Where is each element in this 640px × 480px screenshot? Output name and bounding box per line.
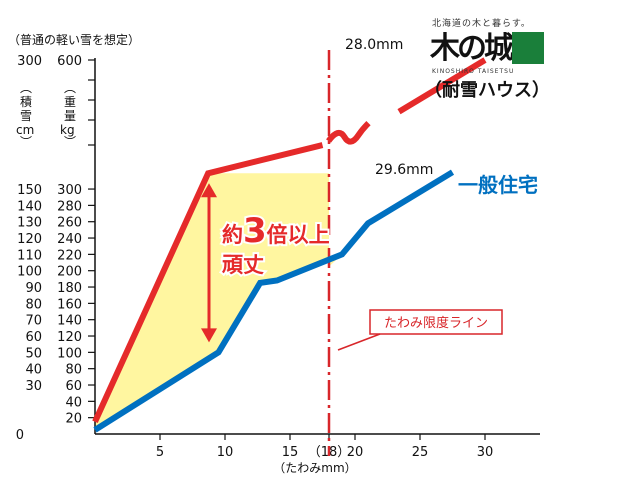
y-tick-label-weight: 80 xyxy=(65,363,82,378)
y-tick-label-weight: 280 xyxy=(57,199,82,214)
y-tick-label-depth: 90 xyxy=(25,281,42,296)
x-tick-label: 15 xyxy=(282,445,299,460)
arrow-head-down xyxy=(201,328,217,343)
y-tick-label-depth: 140 xyxy=(17,199,42,214)
y-tick-label-depth: 50 xyxy=(25,346,42,361)
x-tick-label: 5 xyxy=(156,445,164,460)
y-tick-label-depth: 120 xyxy=(17,232,42,247)
y-tick-label-weight: 220 xyxy=(57,248,82,263)
y-tick-label-weight: 100 xyxy=(57,346,82,361)
y-tick-label-weight: 260 xyxy=(57,216,82,231)
limit-line-label: たわみ限度ライン xyxy=(384,315,488,331)
y-tick-label-weight: 140 xyxy=(57,314,82,329)
y-tick-label-depth: 100 xyxy=(17,265,42,280)
y-tick-label-weight: 180 xyxy=(57,281,82,296)
difference-arrow xyxy=(201,183,217,343)
y-tick-label-depth: 60 xyxy=(25,330,42,345)
y-axis-label-snow-depth: ︵積雪 cm ︶ xyxy=(16,81,34,149)
x-axis-label: （たわみmm） xyxy=(273,461,356,475)
strength-annotation: 約3倍以上 頑丈 xyxy=(219,209,332,279)
arrow-head-up xyxy=(201,183,217,198)
x-tick-label: 20 xyxy=(347,445,364,460)
y-tick-label-depth: 130 xyxy=(17,216,42,231)
series-line-snow-house-upper xyxy=(397,57,487,115)
svg-text:約3倍以上: 約3倍以上 xyxy=(222,211,330,251)
y-tick-label-weight: 240 xyxy=(57,232,82,247)
logo-subtitle: （耐雪ハウス） xyxy=(424,80,550,101)
annotation-suffix: 倍以上 xyxy=(267,223,330,247)
snow-house-end-label: 28.0mm xyxy=(345,37,403,53)
y-ticks: 2040608010012014016018020022024026028030… xyxy=(16,54,95,443)
y-tick-label-depth: 70 xyxy=(25,314,42,329)
axes xyxy=(94,58,540,435)
general-house-end-label: 29.6mm xyxy=(375,162,433,178)
y-axis-label-weight: ︵重量 kg ︶ xyxy=(60,81,76,149)
logo-romaji: KINOSHIRO TAISETSU xyxy=(432,68,515,75)
header-note: （普通の軽い雪を想定） xyxy=(8,32,140,47)
y-tick-label-depth: 80 xyxy=(25,297,42,312)
y-tick-label-depth: 30 xyxy=(25,379,42,394)
logo-tagline: 北海道の木と暮らす。 xyxy=(432,19,531,29)
y-tick-label-depth: 110 xyxy=(17,248,42,263)
y-zero-label: 0 xyxy=(16,428,24,443)
x-tick-label: 25 xyxy=(412,445,429,460)
y-tick-label-weight: 40 xyxy=(65,395,82,410)
series-line-snow-house xyxy=(92,142,324,423)
y-tick-label-weight: 600 xyxy=(57,54,82,69)
y-tick-label-weight: 160 xyxy=(57,297,82,312)
comparison-highlight-area xyxy=(95,173,342,430)
y-tick-label-weight: 200 xyxy=(57,265,82,280)
logo-green-square xyxy=(512,32,544,64)
logo-mark: 木の城 xyxy=(430,31,514,66)
brand-logo: 北海道の木と暮らす。 木の城 KINOSHIRO TAISETSU （耐雪ハウス… xyxy=(420,16,560,102)
series-line-general-house xyxy=(93,169,455,433)
annotation-prefix: 約 xyxy=(222,223,243,247)
general-house-legend-label: 一般住宅 xyxy=(458,173,538,197)
x-tick-label: 30 xyxy=(477,445,494,460)
y-tick-label-weight: 120 xyxy=(57,330,82,345)
series-break-symbol xyxy=(326,120,371,145)
y-tick-label-weight: 300 xyxy=(57,183,82,198)
y-tick-label-weight: 60 xyxy=(65,379,82,394)
annotation-line2: 頑丈 xyxy=(221,253,264,277)
y-tick-label-depth: 300 xyxy=(17,54,42,69)
y-tick-label-depth: 40 xyxy=(25,363,42,378)
limit-line-label-box: たわみ限度ライン xyxy=(337,309,503,351)
x-tick-label: 10 xyxy=(217,445,234,460)
y-tick-label-weight: 20 xyxy=(65,412,82,427)
annotation-number: 3 xyxy=(243,211,267,251)
y-tick-label-depth: 150 xyxy=(17,183,42,198)
